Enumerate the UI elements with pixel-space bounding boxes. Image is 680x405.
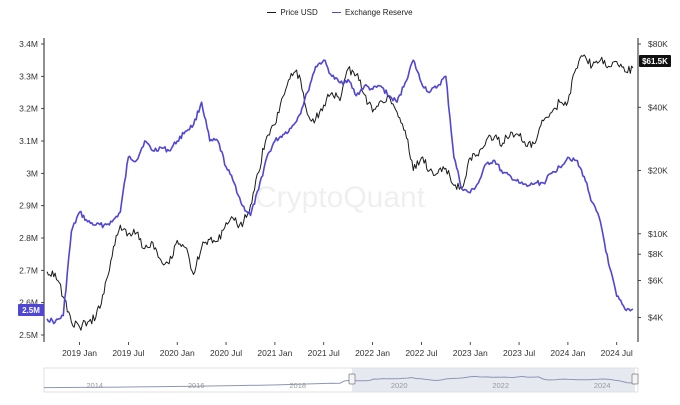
x-axis-ticks: 2019 Jan 2019 Jul 2020 Jan 2020 Jul 2021 Jan…	[62, 342, 633, 358]
navigator-year-label: 2022	[492, 381, 509, 390]
legend-item-price[interactable]: Price USD	[267, 7, 318, 17]
value-badges: 2.5M $61.5K	[18, 55, 671, 316]
series-line-exchange-reserve	[46, 59, 634, 325]
left-tick-label: 3.4M	[19, 39, 38, 49]
left-tick-label: 2.9M	[19, 201, 38, 211]
left-tick-label: 3.3M	[19, 71, 38, 81]
left-tick-label: 2.8M	[19, 233, 38, 243]
right-tick-label: $10K	[648, 229, 668, 239]
right-tick-label: $8K	[648, 249, 663, 259]
left-tick-label: 3M	[26, 168, 38, 178]
x-tick-label: 2020 Jul	[210, 348, 242, 358]
x-tick-label: 2024 Jul	[601, 348, 633, 358]
navigator-labels: 2014 2016 2018 2020 2022 2024	[86, 381, 610, 390]
right-tick-label: $20K	[648, 166, 668, 176]
left-tick-label: 2.6M	[19, 298, 38, 308]
x-tick-label: 2024 Jan	[550, 348, 585, 358]
x-tick-label: 2022 Jan	[355, 348, 390, 358]
right-value-badge-text: $61.5K	[642, 57, 668, 66]
legend-item-reserve[interactable]: Exchange Reserve	[331, 7, 413, 17]
x-tick-label: 2021 Jan	[257, 348, 292, 358]
right-tick-label: $40K	[648, 102, 668, 112]
navigator-year-label: 2016	[188, 381, 205, 390]
left-value-badge-text: 2.5M	[22, 306, 40, 315]
navigator-handle-right[interactable]	[631, 373, 639, 385]
navigator-handle-left[interactable]	[348, 373, 356, 385]
x-tick-label: 2019 Jul	[112, 348, 144, 358]
navigator-year-label: 2014	[86, 381, 103, 390]
left-tick-label: 2.7M	[19, 265, 38, 275]
series-line-price-usd	[46, 54, 634, 331]
right-tick-label: $6K	[648, 275, 663, 285]
right-value-badge	[639, 55, 671, 67]
navigator-year-label: 2018	[289, 381, 306, 390]
right-axis-ticks: $4K $6K $8K $10K $20K $40K $80K	[638, 39, 668, 322]
navigator-year-label: 2020	[391, 381, 408, 390]
navigator-series-line	[43, 375, 636, 389]
watermark: CryptoQuant	[255, 181, 426, 214]
range-navigator[interactable]: 2014 2016 2018 2020 2022 2024	[43, 367, 639, 393]
axes	[43, 38, 639, 342]
chart-legend: Price USD Exchange Reserve	[0, 6, 680, 17]
legend-swatch-price	[267, 11, 277, 13]
right-tick-label: $4K	[648, 312, 663, 322]
left-tick-label: 2.5M	[19, 330, 38, 340]
legend-swatch-reserve	[331, 11, 341, 13]
legend-label-price: Price USD	[280, 7, 318, 17]
left-value-badge	[18, 304, 44, 316]
series-layer	[46, 54, 634, 331]
x-tick-label: 2021 Jul	[308, 348, 340, 358]
right-tick-label: $80K	[648, 39, 668, 49]
x-tick-label: 2019 Jan	[62, 348, 97, 358]
x-tick-label: 2020 Jan	[160, 348, 195, 358]
left-tick-label: 3.1M	[19, 136, 38, 146]
x-tick-label: 2023 Jan	[453, 348, 488, 358]
x-tick-label: 2023 Jul	[503, 348, 535, 358]
left-tick-label: 3.2M	[19, 104, 38, 114]
navigator-year-label: 2024	[594, 381, 611, 390]
legend-label-reserve: Exchange Reserve	[344, 7, 413, 17]
x-tick-label: 2022 Jul	[405, 348, 437, 358]
